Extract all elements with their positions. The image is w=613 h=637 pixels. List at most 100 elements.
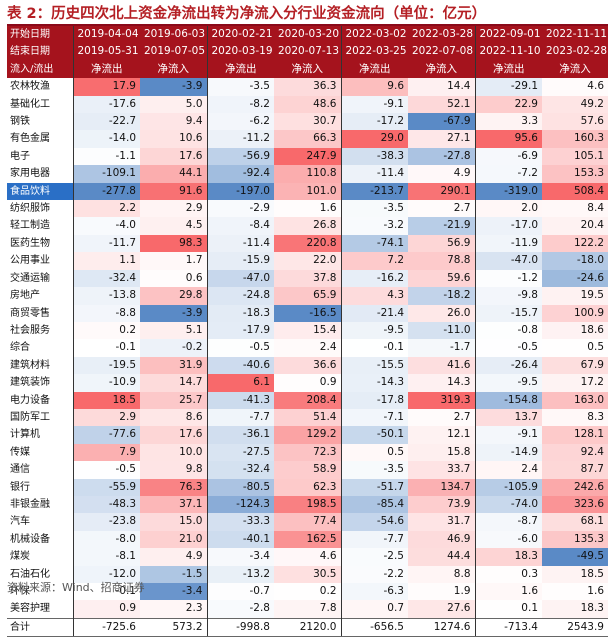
value-cell: -3.4 xyxy=(140,583,207,601)
row-label: 银行 xyxy=(10,481,30,493)
value-cell: -11.4 xyxy=(206,234,274,253)
value-cell: 2.9 xyxy=(72,408,140,427)
row-label: 环保 xyxy=(10,586,30,597)
row-label: 钢铁 xyxy=(10,116,30,128)
value-cell: 73.9 xyxy=(408,495,475,514)
row-label: 综合 xyxy=(10,342,30,354)
row-label: 通信 xyxy=(10,464,30,476)
value-cell: 2.7 xyxy=(408,200,475,218)
value-cell: 7.2 xyxy=(340,252,408,270)
table-row: 家用电器 -109.1 44.1 -92.4 110.8 -11.4 4.9 -7.2 153.… xyxy=(7,165,608,183)
table-title: 表 2：历史四次北上资金净流出转为净流入分行业资金流向（单位：亿元） xyxy=(7,6,487,22)
value-cell: 36.3 xyxy=(274,78,341,96)
value-cell: 1.1 xyxy=(72,252,140,270)
value-cell: 1.6 xyxy=(474,583,542,601)
row-label: 计算机 xyxy=(10,429,40,441)
value-cell: -11.7 xyxy=(72,234,140,253)
value-cell: 92.4 xyxy=(542,443,608,462)
header-cell: 净流出 xyxy=(206,60,274,79)
table-row: 基础化工 -17.6 5.0 -8.2 48.6 -9.1 52.1 22.9 49.2 xyxy=(7,95,608,114)
total-row: 合计 -725.6 573.2 -998.8 2120.0 -656.5 1274.6 -71… xyxy=(7,617,608,637)
row-label: 农林牧渔 xyxy=(10,81,50,93)
value-cell: -32.4 xyxy=(72,269,140,288)
value-cell: -0.8 xyxy=(474,321,542,340)
value-cell: -1.1 xyxy=(72,147,140,166)
value-cell: -85.4 xyxy=(340,495,408,514)
value-cell: -0.7 xyxy=(206,583,274,601)
value-cell: -6.9 xyxy=(474,147,542,166)
table-row: 建筑装饰 -10.9 14.7 6.1 0.9 -14.3 14.3 -9.5 17.2 xyxy=(7,374,608,392)
value-cell: -27.8 xyxy=(408,147,475,166)
value-cell: 4.5 xyxy=(140,217,207,235)
row-label: 有色金属 xyxy=(10,133,50,145)
row-label: 非银金融 xyxy=(10,498,50,510)
row-label: 电力设备 xyxy=(10,394,50,406)
value-cell: -3.2 xyxy=(340,217,408,235)
table-row: 国防军工 2.9 8.6 -7.7 51.4 -7.1 2.7 13.7 8.3 xyxy=(7,408,608,427)
value-cell: -4.0 xyxy=(72,217,140,235)
value-cell: 77.4 xyxy=(274,513,341,531)
value-cell: -9.5 xyxy=(474,374,542,392)
total-cell: -656.5 xyxy=(340,617,408,637)
header-cell: 2020-02-21 xyxy=(206,26,274,44)
value-cell: 56.9 xyxy=(408,234,475,253)
value-cell: -12.0 xyxy=(72,565,140,583)
value-cell: 198.5 xyxy=(274,495,341,514)
value-cell: 0.1 xyxy=(474,600,542,619)
value-cell: 27.6 xyxy=(408,600,475,619)
row-label: 纺织服饰 xyxy=(10,203,50,215)
value-cell: -3.5 xyxy=(340,461,408,479)
value-cell: 2.2 xyxy=(72,200,140,218)
row-label: 传媒 xyxy=(10,446,30,458)
value-cell: 1.7 xyxy=(140,252,207,270)
value-cell: -16.2 xyxy=(340,269,408,288)
header-cell: 净流出 xyxy=(474,60,542,79)
header-cell: 2022-03-28 xyxy=(408,26,475,44)
value-cell: -13.2 xyxy=(206,565,274,583)
table-row: 美容护理 0.9 2.3 -2.8 7.8 0.7 27.6 0.1 18.3 xyxy=(7,600,608,619)
value-cell: 220.8 xyxy=(274,234,341,253)
value-cell: -14.0 xyxy=(72,130,140,148)
header-cell: 净流出 xyxy=(340,60,408,79)
total-cell: -998.8 xyxy=(206,617,274,637)
source-note: 资料来源：Wind、招商证券 xyxy=(7,581,145,594)
table-row: 机械设备 -8.0 21.0 -40.1 162.5 -7.7 46.9 -6.0 135.3 xyxy=(7,530,608,549)
header-cell: 净流出 xyxy=(72,60,140,79)
value-cell: -27.5 xyxy=(206,443,274,462)
value-cell: 98.3 xyxy=(140,234,207,253)
value-cell: 22.9 xyxy=(474,95,542,114)
header-row-end: 结束日期 2019-05-31 2019-07-05 2020-03-19 2020-0… xyxy=(7,43,608,61)
value-cell: 0.2 xyxy=(274,583,341,601)
value-cell: 0.9 xyxy=(72,600,140,619)
value-cell: 4.6 xyxy=(542,78,608,96)
value-cell: -2.5 xyxy=(340,548,408,566)
value-cell: -154.8 xyxy=(474,391,542,409)
value-cell: -74.0 xyxy=(474,495,542,514)
value-cell: 22.0 xyxy=(274,252,341,270)
total-cell: -713.4 xyxy=(474,617,542,637)
value-cell: -48.3 xyxy=(72,495,140,514)
value-cell: 3.3 xyxy=(474,113,542,131)
header-cell: 2022-03-25 xyxy=(340,43,408,61)
table-top-rule xyxy=(7,24,608,26)
value-cell: 36.6 xyxy=(274,356,341,375)
row-label: 煤炭 xyxy=(10,551,30,563)
header-row-sub: 流入/流出 净流出 净流入 净流出 净流入 净流出 净流入 净流出 净流入 xyxy=(7,60,608,79)
table-row: 医药生物 -11.7 98.3 -11.4 220.8 -74.1 56.9 -11.9 122… xyxy=(7,234,608,253)
header-cell: 2019-05-31 xyxy=(72,43,140,61)
row-label: 美容护理 xyxy=(10,603,50,615)
value-cell: -9.1 xyxy=(474,426,542,444)
value-cell: 27.1 xyxy=(408,130,475,148)
header-cell: 2019-06-03 xyxy=(140,26,207,44)
value-cell: -7.2 xyxy=(474,165,542,183)
value-cell: -8.8 xyxy=(72,304,140,322)
value-cell: 8.4 xyxy=(542,200,608,218)
value-cell: -8.2 xyxy=(206,95,274,114)
value-cell: -3.9 xyxy=(140,304,207,322)
value-cell: 101.0 xyxy=(274,182,341,201)
table-row: 环保 -0.1 -3.4 -0.7 0.2 -6.3 1.9 1.6 1.6 xyxy=(7,583,608,601)
header-cell: 2020-03-20 xyxy=(274,26,341,44)
value-cell: -9.8 xyxy=(474,287,542,305)
value-cell: 15.8 xyxy=(408,443,475,462)
value-cell: 67.9 xyxy=(542,356,608,375)
